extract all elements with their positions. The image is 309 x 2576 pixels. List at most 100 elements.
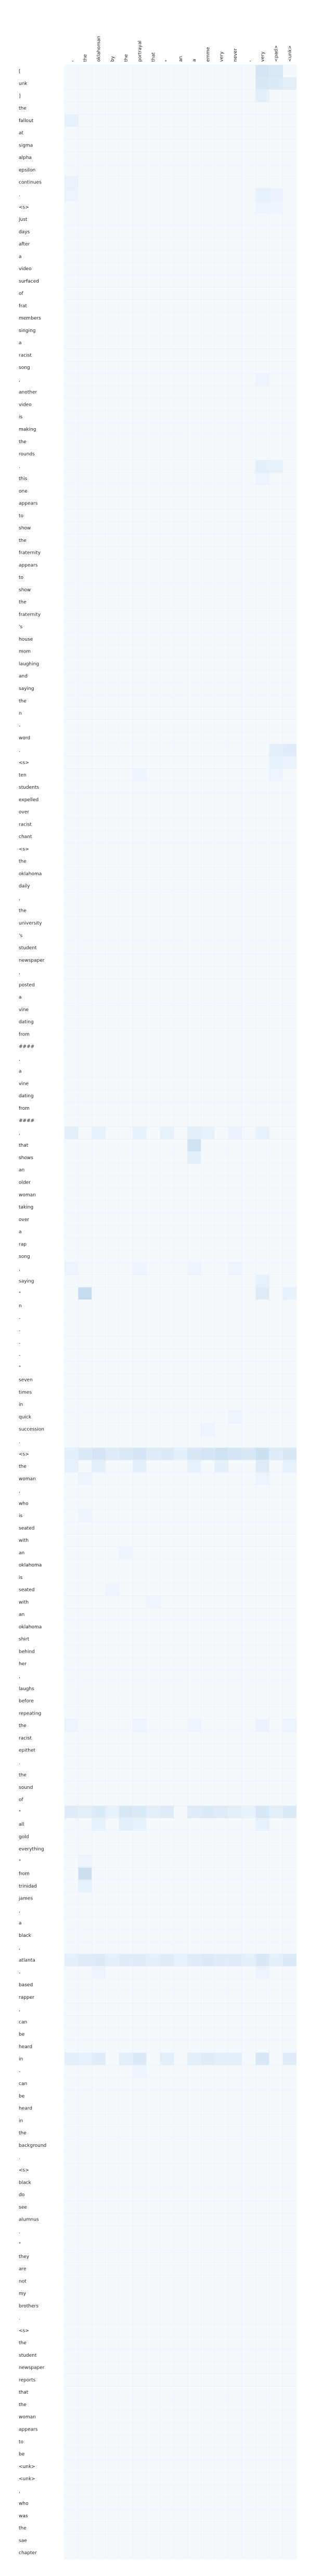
y-tick-label: <s> <box>19 1452 29 1457</box>
heatmap-cell <box>187 929 201 942</box>
heatmap-cell <box>201 633 215 645</box>
heatmap-cell <box>92 2546 106 2559</box>
heatmap-cell <box>173 1349 188 1362</box>
y-tick-label: members <box>19 316 41 321</box>
heatmap-cell <box>105 1719 119 1732</box>
heatmap-cell <box>228 1805 242 1818</box>
heatmap-cell <box>214 929 228 942</box>
heatmap-cell <box>242 2448 256 2460</box>
heatmap-cell <box>173 2509 188 2522</box>
y-tick-label: chant <box>19 834 32 840</box>
heatmap-cell <box>173 1126 188 1139</box>
heatmap-cell <box>146 2250 160 2263</box>
heatmap-cell <box>269 1201 283 1213</box>
y-tick-label: , <box>19 378 20 383</box>
heatmap-cell <box>255 2299 269 2312</box>
heatmap-cell <box>255 1855 269 1868</box>
heatmap-cell <box>269 818 283 831</box>
heatmap-cell <box>160 1534 174 1547</box>
heatmap-cell <box>119 1571 133 1584</box>
heatmap-cell <box>65 1484 79 1497</box>
heatmap-cell <box>282 682 297 695</box>
heatmap-cell <box>282 1867 297 1880</box>
heatmap-cell <box>255 743 269 756</box>
heatmap-cell <box>78 336 92 349</box>
heatmap-cell <box>282 1398 297 1411</box>
heatmap-cell <box>201 855 215 868</box>
heatmap-cell <box>242 855 256 868</box>
heatmap-cell <box>78 978 92 991</box>
heatmap-cell <box>78 2163 92 2176</box>
heatmap-cell <box>228 77 242 90</box>
heatmap-cell <box>269 645 283 658</box>
heatmap-cell <box>187 2472 201 2485</box>
heatmap-cell <box>173 1448 188 1460</box>
heatmap-cell <box>228 682 242 695</box>
heatmap-cell <box>146 1336 160 1349</box>
heatmap-cell <box>214 1596 228 1609</box>
heatmap-cell <box>201 2460 215 2473</box>
heatmap-cell <box>242 1250 256 1263</box>
heatmap-cell <box>214 818 228 831</box>
heatmap-cell <box>133 2373 147 2386</box>
heatmap-cell <box>242 2460 256 2473</box>
heatmap-cell <box>65 1040 79 1053</box>
heatmap-cell <box>160 2472 174 2485</box>
heatmap-cell <box>78 1163 92 1176</box>
heatmap-cell <box>160 2127 174 2140</box>
heatmap-cell <box>242 719 256 732</box>
heatmap-cell <box>65 830 79 843</box>
heatmap-cell <box>187 1682 201 1695</box>
heatmap-cell <box>255 213 269 225</box>
heatmap-cell <box>228 250 242 263</box>
heatmap-cell <box>119 1287 133 1300</box>
heatmap-cell <box>242 114 256 127</box>
heatmap-cell <box>78 781 92 793</box>
heatmap-cell <box>228 645 242 658</box>
heatmap-cell <box>214 546 228 559</box>
heatmap-cell <box>119 2052 133 2065</box>
heatmap-cell <box>214 1793 228 1806</box>
heatmap-cell <box>160 1361 174 1374</box>
heatmap-cell <box>105 805 119 818</box>
heatmap-cell <box>78 1559 92 1572</box>
heatmap-cell <box>255 1040 269 1053</box>
heatmap-cell <box>119 2299 133 2312</box>
heatmap-cell <box>242 1349 256 1362</box>
heatmap-cell <box>105 1546 119 1559</box>
heatmap-cell <box>65 1398 79 1411</box>
heatmap-cell <box>119 830 133 843</box>
heatmap-cell <box>282 830 297 843</box>
heatmap-cell <box>242 2213 256 2226</box>
heatmap-cell <box>133 164 147 176</box>
y-tick-label: who <box>19 2501 29 2506</box>
heatmap-cell <box>133 2213 147 2226</box>
heatmap-cell <box>187 213 201 225</box>
heatmap-cell <box>78 732 92 744</box>
heatmap-cell <box>187 707 201 720</box>
heatmap-cell <box>65 1188 79 1201</box>
heatmap-cell <box>282 1324 297 1337</box>
heatmap-cell <box>201 1163 215 1176</box>
heatmap-cell <box>65 1052 79 1065</box>
heatmap-cell <box>78 1818 92 1831</box>
heatmap-cell <box>78 312 92 325</box>
heatmap-cell <box>78 2077 92 2090</box>
heatmap-cell <box>105 522 119 534</box>
heatmap-cell <box>214 1731 228 1744</box>
heatmap-cell <box>119 1065 133 1078</box>
heatmap-cell <box>65 1904 79 1917</box>
heatmap-cell <box>65 1867 79 1880</box>
heatmap-cell <box>187 1287 201 1300</box>
heatmap-cell <box>119 583 133 596</box>
heatmap-cell <box>269 1769 283 1781</box>
heatmap-cell <box>282 2361 297 2374</box>
heatmap-cell <box>187 830 201 843</box>
heatmap-cell <box>160 1262 174 1275</box>
heatmap-cell <box>146 892 160 905</box>
heatmap-cell <box>173 1090 188 1103</box>
heatmap-cell <box>173 2250 188 2263</box>
heatmap-cell <box>228 2448 242 2460</box>
heatmap-cell <box>187 1657 201 1670</box>
heatmap-cell <box>214 139 228 152</box>
